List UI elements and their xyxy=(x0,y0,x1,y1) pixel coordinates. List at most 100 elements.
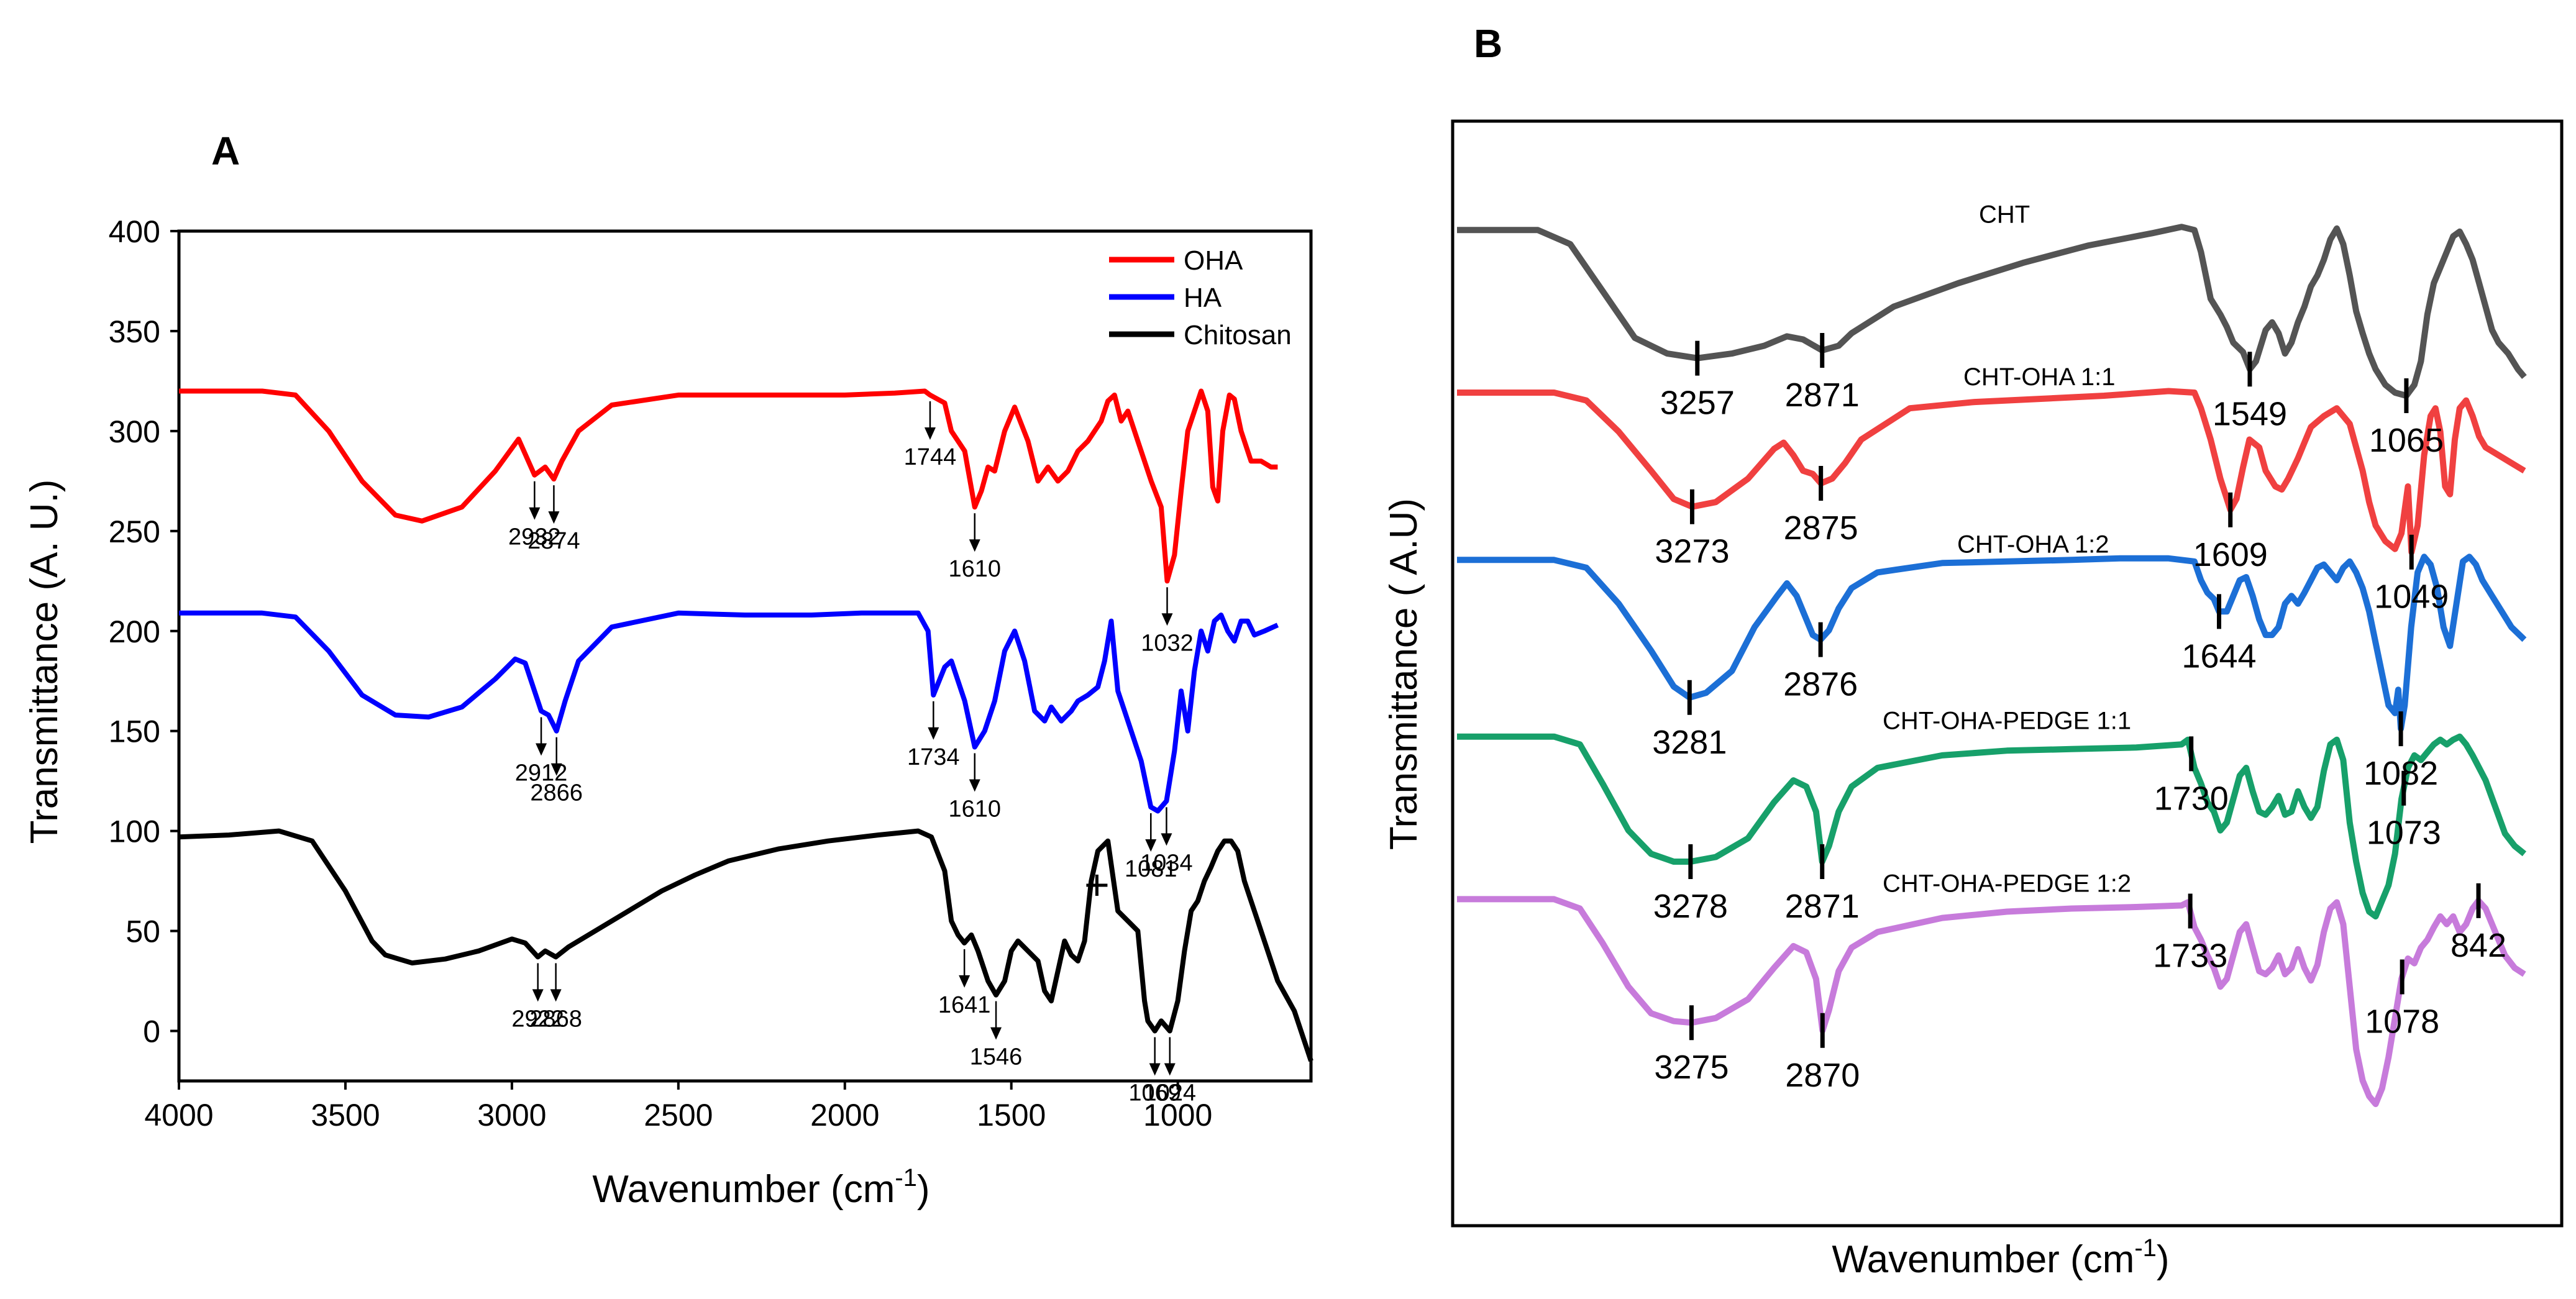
peak-annotation: 1069 xyxy=(1128,1037,1181,1106)
peak-marker: 1730 xyxy=(2154,736,2229,817)
panel-a: A 400 350 300 250 200 150 100 50 0 4000 3500 3000 2… xyxy=(23,129,1313,1211)
series-label: CHT-OHA-PEDGE 1:1 xyxy=(1883,708,2131,735)
annotation-arrowhead xyxy=(969,779,980,792)
x-tick-label: 2000 xyxy=(810,1098,879,1133)
peak-marker: 1049 xyxy=(2374,534,2449,616)
peak-marker: 1078 xyxy=(2365,959,2439,1040)
peak-label: 3273 xyxy=(1655,533,1729,570)
annotation-arrowhead xyxy=(990,1027,1002,1040)
series-line-chitosan xyxy=(178,828,1313,1062)
peak-label: 1610 xyxy=(948,796,1001,822)
peak-annotation: 1734 xyxy=(907,701,960,770)
peak-label: 1610 xyxy=(948,556,1001,582)
peak-label: 3275 xyxy=(1654,1049,1729,1086)
annotation-arrowhead xyxy=(928,727,939,740)
panel-a-y-axis-title: Transmittance (A. U.) xyxy=(23,480,66,844)
panel-a-annotations: 2932287417441610103229122866173416101081… xyxy=(508,401,1196,1106)
panel-b-label: B xyxy=(1474,21,1502,66)
legend-label: HA xyxy=(1184,283,1222,313)
peak-label: 3257 xyxy=(1660,385,1735,422)
peak-marker: 1733 xyxy=(2153,893,2227,975)
legend-label: Chitosan xyxy=(1184,320,1292,350)
legend-label: OHA xyxy=(1184,245,1243,276)
y-tick-label: 100 xyxy=(109,814,160,849)
panel-a-label: A xyxy=(211,129,240,173)
peak-marker: 1065 xyxy=(2369,378,2444,459)
peak-label: 1734 xyxy=(907,744,960,770)
annotation-arrowhead xyxy=(969,539,980,552)
y-tick-label: 400 xyxy=(109,214,160,249)
annotation-arrowhead xyxy=(924,427,936,440)
series-label: CHT-OHA-PEDGE 1:2 xyxy=(1883,870,2131,897)
panel-a-series xyxy=(178,388,1313,1062)
panel-a-x-axis-title: Wavenumber (cm-1) xyxy=(592,1164,929,1211)
annotation-arrowhead xyxy=(532,989,544,1002)
peak-label: 1641 xyxy=(938,992,991,1018)
y-tick-label: 300 xyxy=(109,414,160,449)
annotation-arrowhead xyxy=(1164,1063,1176,1076)
y-tick-label: 250 xyxy=(109,514,160,549)
peak-label: 2868 xyxy=(529,1006,582,1032)
peak-annotation: 1610 xyxy=(948,753,1001,822)
peak-label: 2874 xyxy=(528,528,580,554)
annotation-arrowhead xyxy=(529,507,541,520)
peak-annotation: 2922 xyxy=(511,963,564,1032)
series-line xyxy=(1457,733,2527,920)
peak-marker: 2871 xyxy=(1785,844,1860,925)
peak-annotation: 2874 xyxy=(528,485,580,554)
peak-annotation: 2866 xyxy=(530,737,583,806)
peak-label: 1034 xyxy=(1140,850,1193,876)
peak-label: 2932 xyxy=(508,524,561,550)
panel-b-x-axis-title: Wavenumber (cm-1) xyxy=(1832,1234,2169,1281)
peak-label: 1733 xyxy=(2153,937,2227,975)
series-label: CHT xyxy=(1979,201,2030,228)
peak-marker: 2875 xyxy=(1784,465,1858,547)
peak-label: 1073 xyxy=(2367,814,2441,852)
peak-label: 3278 xyxy=(1653,888,1728,925)
annotation-arrowhead xyxy=(550,989,562,1002)
panel-a-y-axis: 400 350 300 250 200 150 100 50 0 xyxy=(109,214,179,1049)
peak-label: 1032 xyxy=(1141,630,1194,656)
peak-marker: 3273 xyxy=(1655,489,1730,570)
peak-annotation: 1610 xyxy=(948,513,1001,582)
peak-annotation: 2932 xyxy=(508,481,561,550)
y-tick-label: 0 xyxy=(143,1014,160,1049)
peak-annotation: 1034 xyxy=(1140,807,1193,876)
peak-label: 1082 xyxy=(2364,755,2438,792)
x-tick-label: 1000 xyxy=(1143,1098,1212,1133)
peak-marker: 1549 xyxy=(2213,352,2287,432)
x-tick-label: 3000 xyxy=(477,1098,546,1133)
peak-marker: 1073 xyxy=(2367,770,2441,852)
peak-label: 1546 xyxy=(970,1044,1023,1070)
x-tick-label: 1500 xyxy=(977,1098,1046,1133)
panel-b-plot-frame xyxy=(1451,119,2564,1228)
series-label: CHT-OHA 1:2 xyxy=(1957,531,2109,558)
peak-annotation: 1641 xyxy=(938,949,991,1018)
peak-marker: 3275 xyxy=(1654,1005,1729,1086)
panel-a-x-axis: 4000 3500 3000 2500 2000 1500 1000 xyxy=(144,1081,1212,1133)
peak-label: 2876 xyxy=(1783,666,1858,703)
series-line-ha xyxy=(179,610,1279,814)
series-line xyxy=(1457,896,2526,1108)
peak-marker: 842 xyxy=(2450,883,2506,964)
x-tick-label: 2500 xyxy=(644,1098,713,1133)
annotation-arrowhead xyxy=(1161,613,1173,626)
peak-label: 1049 xyxy=(2374,578,2449,616)
panel-b-annotations: 3257 2871 1549 1065 3273 2875 1609 1049 3281 2876… xyxy=(1652,333,2506,1094)
peak-annotation: 1744 xyxy=(904,401,956,470)
peak-label: 1081 xyxy=(1125,856,1177,882)
peak-label: 1549 xyxy=(2213,395,2287,432)
peak-label: 2875 xyxy=(1784,509,1858,547)
annotation-arrowhead xyxy=(536,743,547,756)
peak-label: 1069 xyxy=(1128,1080,1181,1106)
annotation-arrowhead xyxy=(1149,1063,1161,1076)
peak-label: 842 xyxy=(2450,927,2506,964)
y-tick-label: 200 xyxy=(109,614,160,649)
annotation-arrowhead xyxy=(1145,839,1157,852)
series-line xyxy=(1457,554,2527,732)
peak-marker: 1082 xyxy=(2364,711,2438,792)
series-line-oha xyxy=(179,388,1278,584)
peak-marker: 3278 xyxy=(1653,844,1728,925)
peak-label: 1609 xyxy=(2193,536,2268,573)
